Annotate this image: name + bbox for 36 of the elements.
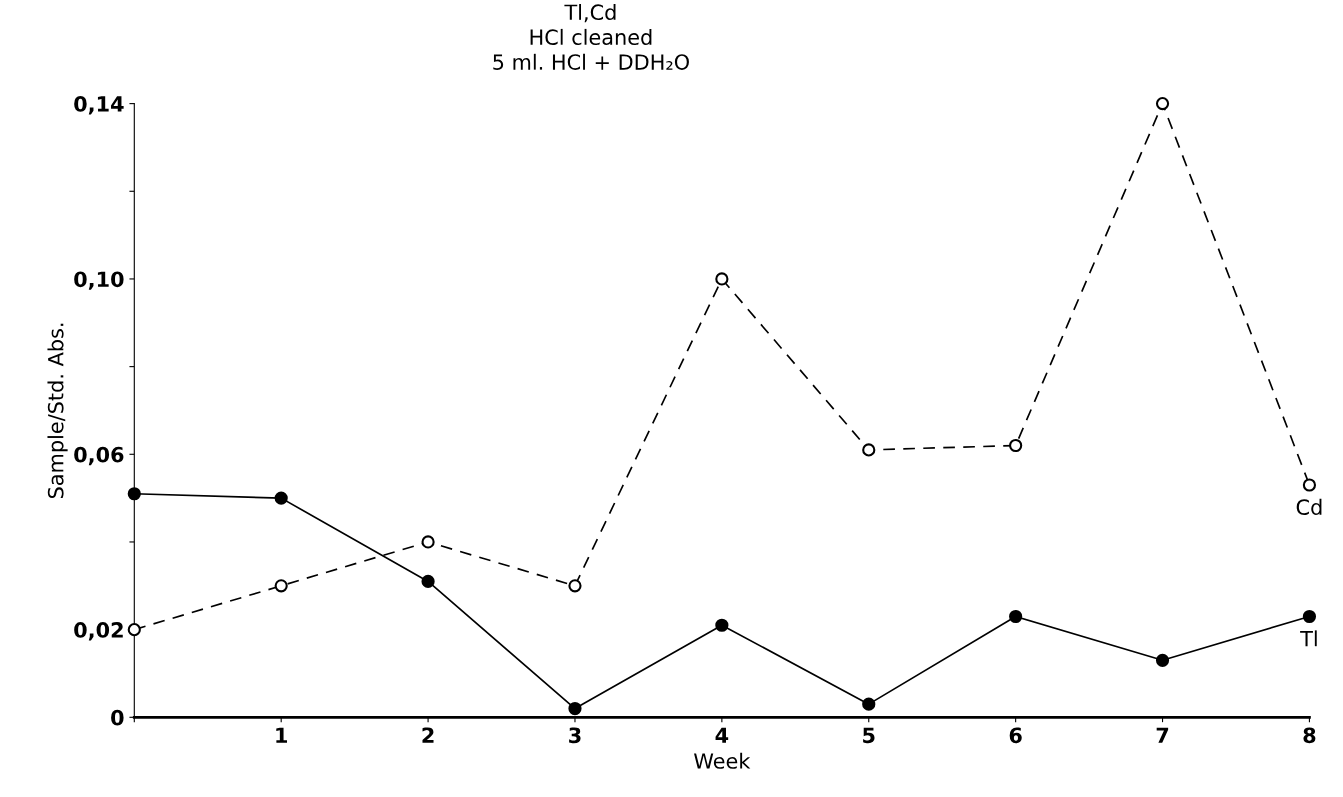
- point: [1302, 609, 1317, 624]
- x-tick-label: 4: [715, 727, 729, 743]
- point: [274, 579, 288, 593]
- point: [1009, 609, 1023, 624]
- x-tick-label: 2: [422, 727, 434, 743]
- y-tick-label: 0: [111, 709, 124, 726]
- point: [421, 535, 435, 549]
- y-tick-label: 0,10: [74, 271, 124, 290]
- point: [1155, 653, 1170, 667]
- point: [1009, 438, 1023, 453]
- point: [127, 623, 141, 637]
- series-label: Tl: [1300, 630, 1317, 647]
- x-tick-label: 1: [276, 727, 288, 743]
- point: [127, 487, 141, 501]
- point: [568, 579, 582, 593]
- point: [274, 491, 288, 505]
- point: [862, 697, 876, 711]
- point: [421, 574, 435, 589]
- series-label: Cd: [1296, 498, 1322, 515]
- y-tick-label: 0,02: [74, 622, 123, 641]
- point: [862, 443, 876, 457]
- y-tick-label: 0,06: [74, 446, 124, 466]
- point: [568, 701, 582, 716]
- point: [1155, 97, 1170, 111]
- x-tick-label: 3: [569, 727, 581, 744]
- point: [1302, 478, 1317, 492]
- y-tick-label: 0,14: [74, 96, 124, 115]
- y-axis-title: Sample/Std. Abs.: [47, 323, 68, 499]
- x-axis-title: Week: [694, 752, 751, 769]
- point: [715, 272, 729, 286]
- x-tick-label: 6: [1009, 727, 1022, 744]
- x-tick-label: 5: [863, 727, 875, 744]
- chart-title: Tl,Cd HCl cleaned 5 ml. HCl + DDH₂O: [493, 3, 689, 70]
- x-tick-label: 7: [1156, 727, 1169, 743]
- point: [715, 618, 729, 632]
- x-tick-label: 8: [1303, 727, 1316, 744]
